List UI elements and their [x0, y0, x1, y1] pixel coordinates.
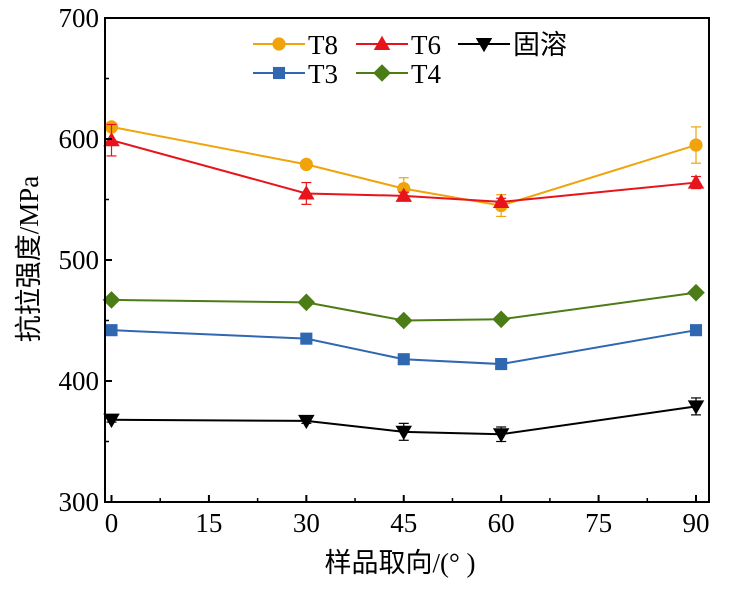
data-point	[687, 174, 705, 189]
x-tick-label: 0	[105, 508, 119, 538]
legend-marker	[373, 64, 391, 82]
y-tick-label: 700	[59, 3, 100, 33]
data-point	[687, 400, 705, 415]
data-point	[492, 193, 510, 208]
legend-entry: 固溶	[458, 30, 567, 60]
series-diamond	[102, 283, 705, 330]
data-point	[689, 138, 703, 152]
data-point	[298, 414, 315, 430]
legend-marker	[272, 66, 286, 80]
x-axis-title: 样品取向/(° )	[324, 548, 475, 578]
data-point	[492, 428, 510, 443]
x-tick-label: 45	[390, 508, 417, 538]
data-point	[395, 187, 413, 202]
legend-label: T6	[411, 30, 441, 60]
legend: T8 T6 固溶 T3 T4	[253, 30, 567, 89]
legend-entry: T6	[356, 30, 441, 60]
axes: 0 15 30 45 60 75 90 300 400 500 600 700	[59, 3, 710, 538]
x-tick-label: 15	[195, 508, 222, 538]
data-point	[495, 358, 508, 371]
x-tick-label: 30	[293, 508, 320, 538]
data-point	[689, 324, 703, 337]
data-point	[298, 185, 315, 200]
series-circle	[104, 120, 703, 218]
series-triangle-up	[103, 123, 705, 208]
x-tick-label: 60	[488, 508, 515, 538]
y-tick-label: 600	[59, 124, 100, 154]
data-point	[492, 310, 510, 329]
legend-marker	[475, 37, 493, 53]
series-triangle-down	[103, 397, 705, 443]
legend-label: T4	[411, 59, 441, 89]
data-point	[103, 413, 120, 428]
data-point	[299, 157, 313, 172]
x-tick-label: 75	[585, 508, 612, 538]
data-point	[397, 353, 410, 366]
data-point	[300, 332, 313, 345]
data-point	[395, 425, 413, 441]
series-square	[105, 324, 703, 371]
legend-entry: T8	[253, 30, 338, 60]
legend-label: T3	[308, 59, 338, 89]
data-point	[102, 291, 121, 309]
legend-label: 固溶	[513, 30, 567, 60]
legend-entry: T4	[356, 59, 441, 89]
legend-marker	[373, 35, 391, 51]
data-point	[297, 293, 316, 312]
plot-area	[102, 120, 705, 443]
legend-label: T8	[308, 30, 338, 60]
x-tick-label: 90	[683, 508, 710, 538]
y-tick-label: 500	[59, 245, 100, 275]
data-point	[105, 324, 118, 337]
data-point	[687, 283, 705, 302]
data-point	[394, 311, 413, 330]
legend-marker	[272, 37, 286, 51]
legend-entry: T3	[253, 59, 338, 89]
y-tick-label: 300	[59, 487, 100, 517]
y-tick-label: 400	[59, 366, 100, 396]
y-axis-title: 抗拉强度/MPa	[14, 176, 44, 343]
